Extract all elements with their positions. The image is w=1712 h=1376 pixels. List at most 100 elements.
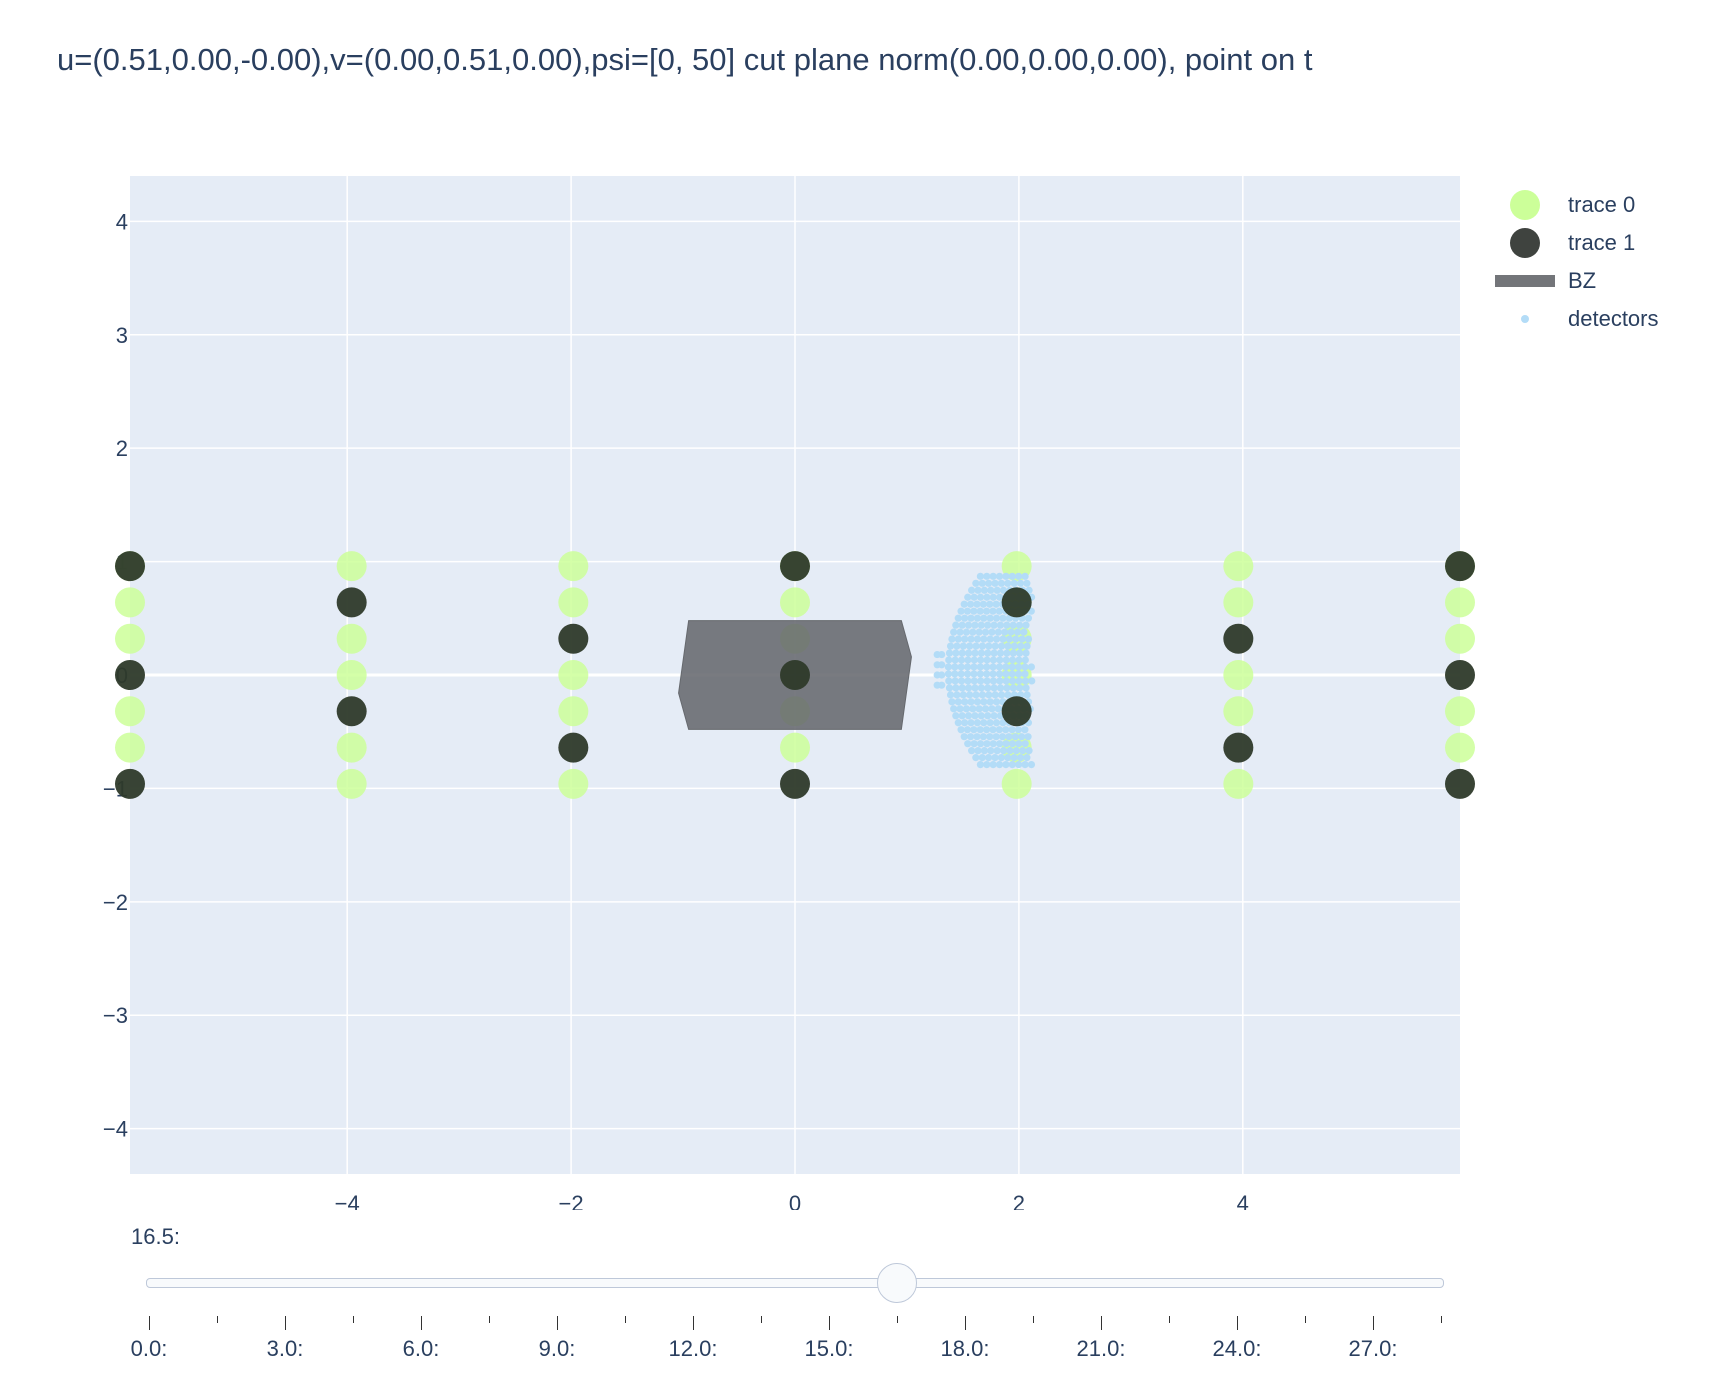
legend-swatch-trace-0 (1490, 186, 1560, 224)
trace-0-point[interactable] (115, 623, 145, 654)
detector-point (1009, 621, 1017, 629)
detector-point (969, 628, 977, 636)
trace-1-point[interactable] (780, 551, 810, 582)
legend-item-trace-0[interactable]: trace 0 (1490, 186, 1659, 224)
slider-grip[interactable] (877, 1263, 917, 1303)
trace-0-point[interactable] (336, 660, 367, 690)
detector-point (1021, 677, 1029, 685)
trace-0-point[interactable] (1445, 696, 1475, 727)
slider-minor-tick (625, 1316, 626, 1323)
slider-step-label[interactable]: 21.0: (1076, 1336, 1126, 1361)
legend-item-trace-1[interactable]: trace 1 (1490, 224, 1659, 262)
trace-1-point[interactable] (115, 768, 145, 799)
trace-0-point[interactable] (1001, 768, 1032, 799)
legend-item-detectors[interactable]: detectors (1490, 300, 1659, 338)
slider-step-label[interactable]: 12.0: (668, 1336, 718, 1361)
detector-point (958, 684, 966, 692)
detector-point (976, 663, 984, 671)
trace-1-point[interactable] (1445, 768, 1475, 799)
trace-0-point[interactable] (1445, 587, 1475, 618)
trace-0-point[interactable] (336, 623, 367, 654)
trace-0-point[interactable] (558, 696, 589, 727)
trace-1-point[interactable] (780, 768, 810, 799)
detector-point (953, 642, 961, 650)
trace-1-point[interactable] (1445, 551, 1475, 582)
detector-point (1016, 684, 1024, 692)
trace-0-point[interactable] (115, 696, 145, 727)
detector-point (958, 712, 966, 720)
detector-point (1009, 649, 1017, 657)
trace-0-point[interactable] (1223, 587, 1254, 618)
slider-step-label[interactable]: 3.0: (266, 1336, 304, 1361)
detector-point (995, 760, 1004, 769)
slider-step-label[interactable]: 27.0: (1348, 1336, 1398, 1361)
detector-point (1002, 663, 1010, 671)
trace-1-point[interactable] (336, 696, 367, 727)
trace-1-point[interactable] (1223, 623, 1254, 654)
detector-point (1008, 740, 1017, 748)
trace-1-point[interactable] (115, 660, 145, 690)
slider-step-label[interactable]: 0.0: (130, 1336, 168, 1361)
slider-step-label[interactable]: 15.0: (804, 1336, 854, 1361)
trace-0-point[interactable] (336, 732, 367, 763)
detector-point (970, 726, 978, 734)
trace-0-point[interactable] (336, 768, 367, 799)
legend: trace 0 trace 1 BZ detectors (1490, 186, 1659, 338)
trace-1-point[interactable] (336, 587, 367, 618)
trace-0-point[interactable] (1223, 696, 1254, 727)
trace-0-point[interactable] (558, 768, 589, 799)
trace-0-point[interactable] (780, 732, 810, 763)
trace-0-point[interactable] (780, 587, 810, 618)
detector-point (1005, 635, 1013, 643)
trace-1-point[interactable] (1223, 732, 1254, 763)
detector-point (1018, 733, 1026, 741)
slider-step-label[interactable]: 18.0: (940, 1336, 990, 1361)
detector-point (988, 705, 996, 713)
trace-0-point[interactable] (1223, 768, 1254, 799)
slider-major-tick (965, 1316, 966, 1330)
trace-0-point[interactable] (1445, 732, 1475, 763)
detector-point (967, 614, 975, 622)
trace-1-point[interactable] (780, 660, 810, 690)
trace-1-point[interactable] (558, 623, 589, 654)
trace-1-point[interactable] (1445, 660, 1475, 690)
trace-0-point[interactable] (1445, 623, 1475, 654)
slider-step-label[interactable]: 9.0: (538, 1336, 576, 1361)
slider-major-tick (1237, 1316, 1238, 1330)
detector-point (993, 747, 1001, 755)
detector-point (1002, 670, 1010, 678)
trace-0-point[interactable] (115, 587, 145, 618)
legend-label: trace 0 (1568, 192, 1636, 217)
legend-item-bz[interactable]: BZ (1490, 262, 1659, 300)
chart-title: u=(0.51,0.00,-0.00),v=(0.00,0.51,0.00),p… (57, 42, 1313, 77)
trace-0-point[interactable] (115, 732, 145, 763)
detector-point (989, 572, 997, 580)
detector-point (983, 740, 991, 748)
trace-0-point[interactable] (558, 551, 589, 582)
trace-0-point[interactable] (558, 587, 589, 618)
detector-point (990, 621, 998, 629)
detector-point (972, 691, 980, 699)
x-tick-label: −4 (335, 1191, 360, 1210)
detector-point (1008, 677, 1017, 685)
slider-step-label[interactable]: 6.0: (402, 1336, 440, 1361)
trace-0-point[interactable] (336, 551, 367, 582)
trace-1-point[interactable] (1001, 696, 1032, 727)
trace-1-point[interactable] (115, 551, 145, 582)
detector-point (953, 691, 961, 699)
trace-0-point[interactable] (1223, 660, 1254, 690)
detector-point (957, 656, 966, 664)
trace-0-point[interactable] (1223, 551, 1254, 582)
detector-point (952, 684, 960, 692)
detector-point (1015, 663, 1023, 671)
trace-1-point[interactable] (1001, 587, 1032, 618)
detector-point (984, 621, 992, 629)
slider-step-label[interactable]: 24.0: (1212, 1336, 1262, 1361)
detector-point (978, 754, 986, 762)
slider-rail[interactable] (146, 1278, 1444, 1288)
trace-0-point[interactable] (558, 660, 589, 690)
trace-1-point[interactable] (558, 732, 589, 763)
detector-point (995, 607, 1003, 615)
detector-point (980, 698, 988, 706)
